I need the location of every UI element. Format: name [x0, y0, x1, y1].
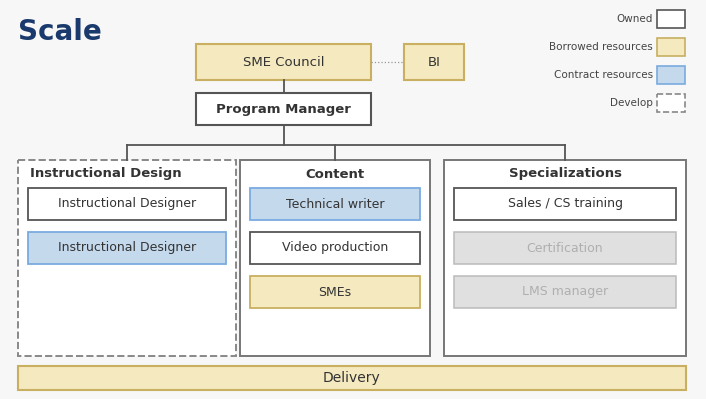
Text: Owned: Owned	[616, 14, 653, 24]
Bar	[250, 232, 420, 264]
Bar	[404, 44, 464, 80]
Text: Scale: Scale	[18, 18, 102, 46]
Bar	[454, 276, 676, 308]
Text: Video production: Video production	[282, 241, 388, 255]
Bar	[444, 160, 686, 356]
Text: SMEs: SMEs	[318, 286, 352, 298]
Bar	[657, 10, 685, 28]
Bar	[454, 232, 676, 264]
Text: Sales / CS training: Sales / CS training	[508, 198, 623, 211]
Bar	[657, 94, 685, 112]
Text: SME Council: SME Council	[243, 55, 324, 69]
Bar	[454, 188, 676, 220]
Bar	[657, 66, 685, 84]
Bar	[196, 44, 371, 80]
Bar	[250, 188, 420, 220]
Text: Borrowed resources: Borrowed resources	[549, 42, 653, 52]
Text: Content: Content	[306, 168, 364, 180]
Text: Program Manager: Program Manager	[216, 103, 351, 115]
Bar	[657, 38, 685, 56]
Text: Develop: Develop	[610, 98, 653, 108]
Text: Instructional Designer: Instructional Designer	[58, 241, 196, 255]
Bar	[18, 366, 686, 390]
Bar	[18, 160, 236, 356]
Text: Instructional Design: Instructional Design	[30, 168, 181, 180]
Text: Technical writer: Technical writer	[286, 198, 384, 211]
Text: Contract resources: Contract resources	[554, 70, 653, 80]
Bar	[28, 232, 226, 264]
Text: Specializations: Specializations	[508, 168, 621, 180]
Text: Delivery: Delivery	[323, 371, 381, 385]
Bar	[250, 276, 420, 308]
Text: Instructional Designer: Instructional Designer	[58, 198, 196, 211]
Text: LMS manager: LMS manager	[522, 286, 608, 298]
Bar	[28, 188, 226, 220]
Text: BI: BI	[428, 55, 441, 69]
Bar	[196, 93, 371, 125]
Bar	[240, 160, 430, 356]
Text: Certification: Certification	[527, 241, 604, 255]
